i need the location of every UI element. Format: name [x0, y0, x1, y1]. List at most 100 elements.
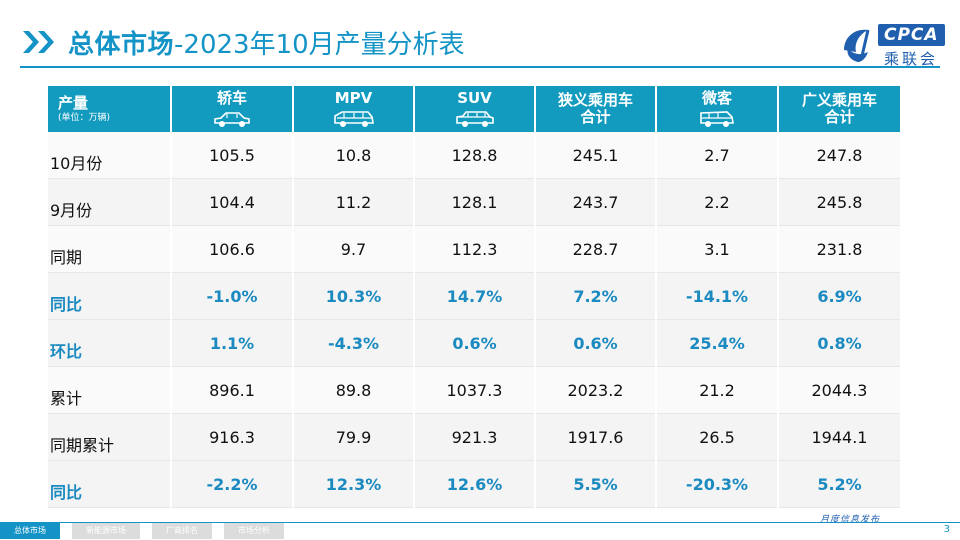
table-cell: 245.8: [778, 178, 900, 226]
table-cell: 21.2: [656, 366, 779, 414]
col-label-line2: 合计: [580, 108, 611, 126]
table-row-cumulative: 累计 896.1 89.8 1037.3 2023.2 21.2 2044.3: [48, 366, 900, 414]
logo-text: CPCA: [878, 24, 945, 46]
cpca-emblem-icon: [844, 29, 870, 62]
table-cell: 5.2%: [778, 460, 900, 508]
table-cell: 10.8: [293, 132, 415, 179]
col-header-narrow-total: 狭义乘用车 合计: [535, 86, 657, 132]
row-label: 累计: [48, 366, 172, 414]
footer-divider: [0, 522, 960, 523]
table-cell: 105.5: [171, 132, 294, 179]
table-cell: 11.2: [293, 178, 415, 226]
table-row-sep: 9月份 104.4 11.2 128.1 243.7 2.2 245.8: [48, 178, 900, 226]
row-label: 同期: [48, 225, 172, 273]
table-cell: 245.1: [535, 132, 657, 179]
table-cell: 128.8: [414, 132, 536, 179]
footer-tab-analysis[interactable]: 市场分析: [224, 523, 284, 539]
slide-title-bold: 总体市场: [68, 29, 175, 60]
sedan-icon: [214, 111, 250, 127]
col-label: MPV: [334, 88, 373, 107]
col-label-line2: 合计: [824, 108, 855, 126]
col-header-minivan: 微客: [656, 86, 779, 132]
table-row-yoy: 同比 -1.0% 10.3% 14.7% 7.2% -14.1% 6.9%: [48, 272, 900, 320]
row-label: 10月份: [48, 132, 172, 179]
table-cell: 112.3: [414, 225, 536, 273]
table-cell: 12.3%: [293, 460, 415, 508]
footer-note: 月度信息发布: [820, 515, 881, 525]
corner-header: 产量 (单位：万辆): [48, 86, 172, 132]
table-cell: 104.4: [171, 178, 294, 226]
table-cell: 12.6%: [414, 460, 536, 508]
cpca-logo: CPCA 乘联会: [838, 22, 945, 70]
table-cell: 3.1: [656, 225, 779, 273]
table-cell: 2023.2: [535, 366, 657, 414]
double-chevron-icon: [20, 28, 60, 56]
table-cell: 25.4%: [656, 319, 779, 367]
table-cell: 1037.3: [414, 366, 536, 414]
table-cell: 79.9: [293, 413, 415, 461]
table-row-same-period: 同期 106.6 9.7 112.3 228.7 3.1 231.8: [48, 225, 900, 273]
table-cell: 14.7%: [414, 272, 536, 320]
logo-subtext: 乘联会: [884, 50, 939, 68]
row-label: 同期累计: [48, 413, 172, 461]
table-cell: 10.3%: [293, 272, 415, 320]
col-label-line1: 广义乘用车: [801, 91, 877, 109]
table-cell: 7.2%: [535, 272, 657, 320]
col-header-sedan: 轿车: [171, 86, 294, 132]
col-header-suv: SUV: [414, 86, 536, 132]
corner-label: 产量: [58, 93, 89, 112]
production-table: 产量 (单位：万辆) 轿车 MPV SUV: [48, 86, 900, 508]
col-label: 轿车: [216, 88, 247, 107]
row-label: 同比: [48, 272, 172, 320]
col-label: SUV: [457, 88, 492, 107]
table-cell: 1917.6: [535, 413, 657, 461]
table-cell: -14.1%: [656, 272, 779, 320]
table-cell: 6.9%: [778, 272, 900, 320]
table-cell: 26.5: [656, 413, 779, 461]
table-cell: -2.2%: [171, 460, 294, 508]
table-cell: 0.6%: [414, 319, 536, 367]
table-cell: 921.3: [414, 413, 536, 461]
table-cell: -4.3%: [293, 319, 415, 367]
row-label: 9月份: [48, 178, 172, 226]
table-cell: 0.8%: [778, 319, 900, 367]
table-cell: 2.2: [656, 178, 779, 226]
table-cell: 1944.1: [778, 413, 900, 461]
suv-icon: [455, 110, 494, 127]
table-cell: 5.5%: [535, 460, 657, 508]
corner-unit: (单位：万辆): [58, 112, 111, 123]
table-row-mom: 环比 1.1% -4.3% 0.6% 0.6% 25.4% 0.8%: [48, 319, 900, 367]
table-cell: 231.8: [778, 225, 900, 273]
table-cell: 2044.3: [778, 366, 900, 414]
col-header-mpv: MPV: [293, 86, 415, 132]
table-cell: 1.1%: [171, 319, 294, 367]
table-cell: 896.1: [171, 366, 294, 414]
table-cell: 128.1: [414, 178, 536, 226]
table-cell: 243.7: [535, 178, 657, 226]
col-label-line1: 狭义乘用车: [557, 91, 633, 109]
minivan-icon: [700, 110, 734, 127]
row-label: 环比: [48, 319, 172, 367]
table-row-oct: 10月份 105.5 10.8 128.8 245.1 2.7 247.8: [48, 132, 900, 179]
footer-tab-nev[interactable]: 新能源市场: [72, 523, 140, 539]
table-cell: 2.7: [656, 132, 779, 179]
table-cell: 247.8: [778, 132, 900, 179]
page-number: 3: [943, 524, 950, 535]
table-cell: -20.3%: [656, 460, 779, 508]
table-header-row: 产量 (单位：万辆) 轿车 MPV SUV: [48, 86, 900, 132]
table-cell: 916.3: [171, 413, 294, 461]
col-header-broad-total: 广义乘用车 合计: [778, 86, 900, 132]
table-cell: 0.6%: [535, 319, 657, 367]
footer-tab-overall[interactable]: 总体市场: [0, 523, 60, 539]
footer-tab-ranking[interactable]: 厂商排名: [152, 523, 212, 539]
table-cell: 89.8: [293, 366, 415, 414]
header-divider: [20, 66, 940, 68]
table-cell: -1.0%: [171, 272, 294, 320]
slide-title-rest: -2023年10月产量分析表: [174, 29, 465, 60]
table-row-cumulative-same-period: 同期累计 916.3 79.9 921.3 1917.6 26.5 1944.1: [48, 413, 900, 461]
table-row-cumulative-yoy: 同比 -2.2% 12.3% 12.6% 5.5% -20.3% 5.2%: [48, 460, 900, 508]
table-cell: 228.7: [535, 225, 657, 273]
col-label: 微客: [701, 88, 732, 107]
footer-tabs: 总体市场 新能源市场 厂商排名 市场分析: [0, 523, 284, 539]
mpv-icon: [333, 110, 374, 127]
